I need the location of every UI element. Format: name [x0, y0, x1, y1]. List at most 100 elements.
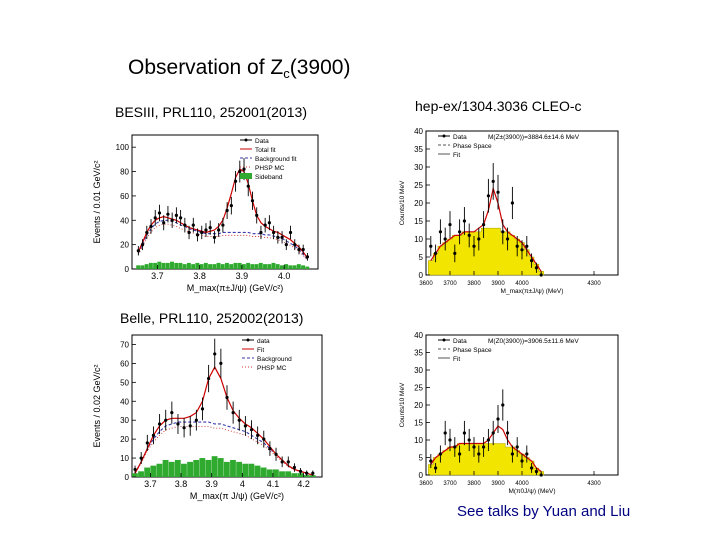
besiii-sideband-bar: [174, 262, 179, 269]
belle-data-point: [286, 460, 290, 464]
belle-data-point: [145, 441, 149, 445]
belle-legend-marker: [246, 338, 250, 342]
besiii-data-point: [263, 223, 267, 227]
besiii-data-point: [221, 223, 225, 227]
cleo_neutral-data-point: [434, 466, 438, 470]
besiii-data-point: [280, 235, 284, 239]
besiii-data-point: [174, 213, 178, 217]
besiii-sideband-bar: [305, 266, 310, 269]
belle-sideband-bar: [254, 465, 261, 477]
cleo-legend-marker: [442, 134, 446, 138]
besiii-legend-label: Total fit: [255, 147, 276, 154]
besiii-sideband-bar: [296, 264, 301, 269]
besiii-data-point: [195, 233, 200, 237]
belle-legend-label: Background: [257, 356, 292, 363]
besiii-data-point: [255, 213, 259, 217]
cleo_neutral-mass-annotation: M(Z0(3900))=3906.5±11.6 MeV: [488, 338, 579, 345]
cleo-ytick-label: 30: [414, 163, 423, 172]
belle-sideband-bar: [168, 461, 175, 477]
besiii-data-point: [272, 230, 276, 235]
belle-plot-panel: 0 10 20 30 40 50 60 70 3.7 3.8 3.9 4 4.1 4.2 M_max(π J…: [90, 327, 330, 505]
cleo_neutral-xtick-label: 4300: [587, 481, 601, 487]
cleo-data-point: [429, 244, 433, 248]
belle-data-point: [280, 460, 284, 464]
cleo_neutral-ytick-label: 35: [414, 349, 423, 358]
cleo-legend-label: Phase Space: [453, 143, 492, 150]
cleo-ytick-label: 40: [414, 127, 423, 136]
belle-data-point: [249, 428, 254, 432]
belle-ylabel: Events / 0.02 GeV/c²: [92, 364, 102, 447]
cleo-xtick-label: 3600: [419, 281, 433, 287]
cleo_neutral-data-point: [515, 445, 519, 449]
besiii-data-point: [225, 208, 229, 213]
besiii-data-point: [276, 235, 280, 239]
besiii-xtick-label: 3.8: [193, 271, 206, 281]
besiii-sideband-bar: [233, 262, 238, 269]
besiii-xtick-label: 3.7: [151, 271, 164, 281]
besiii-ytick-label: 80: [120, 168, 129, 177]
cleo_neutral-data-point: [467, 438, 471, 442]
belle-sideband-bar: [303, 475, 310, 477]
besiii-data-point: [191, 223, 195, 227]
belle-data-point: [274, 452, 278, 456]
besiii-data-point: [250, 199, 255, 203]
belle-sideband-bar: [260, 467, 267, 477]
belle-data-point: [207, 376, 211, 381]
besiii-data-point: [238, 169, 242, 174]
cleo-data-point: [477, 237, 481, 241]
cleo-data-point: [486, 194, 490, 198]
belle-data-point: [225, 395, 229, 400]
cleo_neutral-data-point: [491, 431, 495, 435]
cleo_neutral-ytick-label: 40: [414, 331, 423, 340]
besiii-sideband-bar: [246, 262, 251, 269]
besiii-sideband-bar: [212, 264, 217, 269]
besiii-sideband-bar: [241, 264, 246, 269]
besiii-data-point: [208, 225, 212, 230]
besiii-sideband-bar: [292, 265, 297, 269]
cleo-chart: 0 5 10 15 20 25 30 35 40 3600 3700 3800 3900 4000 4300…: [399, 127, 619, 295]
besiii-ytick-label: 60: [120, 192, 129, 201]
cleo_neutral-fit-curve: [430, 425, 542, 472]
cleo_neutral-ytick-label: 25: [414, 384, 423, 393]
cleo-data-point: [453, 251, 457, 255]
besiii-xtick-label: 4.0: [278, 271, 291, 281]
besiii-frame: [131, 134, 319, 270]
besiii-sideband-bar: [148, 262, 153, 269]
cleo_neutral-data-point: [501, 403, 505, 407]
cleo-ytick-label: 10: [414, 235, 423, 244]
besiii-data-point: [162, 221, 166, 225]
besiii-sideband-bar: [153, 262, 158, 269]
belle-sideband-bar: [285, 471, 292, 477]
cleo_neutral-ylabel: Counts/10 MeV: [399, 382, 406, 427]
cleo-data-point: [458, 230, 462, 234]
besiii-sideband-bar: [267, 264, 272, 269]
belle-xtick-label: 4.2: [297, 479, 310, 489]
cleo-legend-label: Fit: [453, 152, 460, 159]
besiii-reference: BESIII, PRL110, 252001(2013): [115, 104, 307, 120]
besiii-sideband-bar: [220, 264, 225, 269]
besiii-plot-panel: 0 20 40 60 80 100 3.7 3.8 3.9 4.0 M_max(π±J/ψ) (Ge…: [90, 127, 330, 297]
cleo-data-point: [443, 237, 447, 241]
besiii-data-point: [305, 255, 310, 259]
besiii-data-point: [301, 247, 305, 252]
belle-data-point: [231, 411, 235, 415]
besiii-data-point: [153, 216, 157, 220]
belle-data-point: [262, 437, 266, 441]
belle-sideband-bar: [181, 463, 187, 477]
cleo_neutral-ytick-label: 20: [414, 401, 423, 410]
belle-sideband-bar: [242, 463, 249, 477]
footer-note: See talks by Yuan and Liu: [457, 503, 631, 520]
besiii-sideband-bar: [225, 262, 229, 269]
belle-ytick-label: 70: [120, 340, 129, 349]
cleo_neutral-data-point: [539, 473, 543, 477]
belle-sideband-bar: [309, 475, 316, 477]
belle-sideband-bar: [230, 459, 236, 477]
cleo-legend-label: Data: [453, 134, 467, 141]
cleo_neutral-xtick-label: 3800: [467, 481, 481, 487]
cleo-xtick-label: 4000: [515, 281, 529, 287]
besiii-data-point: [166, 212, 170, 216]
besiii-ylabel: Events / 0.01 GeV/c²: [92, 160, 102, 243]
belle-ytick-label: 40: [120, 397, 129, 406]
besiii-data-point: [204, 228, 208, 232]
besiii-xlabel: M_max(π±J/ψ) (GeV/c²): [187, 283, 284, 293]
